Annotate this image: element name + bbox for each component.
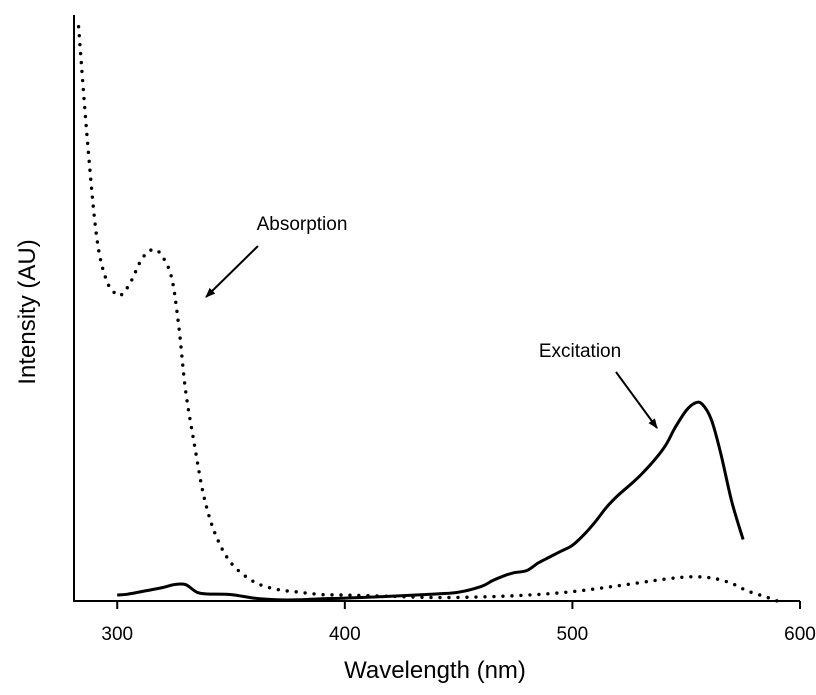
- annotation-label-absorption: Absorption: [257, 214, 348, 235]
- annotations: Absorption Excitation: [205, 214, 658, 429]
- axes: 300 400 500 600: [73, 15, 816, 645]
- x-tick-label: 600: [784, 624, 816, 645]
- annotation-label-excitation: Excitation: [539, 341, 621, 362]
- x-axis-title: Wavelength (nm): [344, 657, 526, 684]
- x-tick-label: 300: [101, 624, 133, 645]
- annotation-arrow-excitation: [615, 371, 658, 429]
- x-tick-label: 500: [557, 624, 589, 645]
- plot-area: [76, 25, 779, 603]
- series-line-absorption: [76, 25, 779, 603]
- series-line-excitation: [117, 400, 745, 602]
- y-axis-title: Intensity (AU): [14, 239, 41, 384]
- x-tick-label: 400: [329, 624, 361, 645]
- annotation-arrow-absorption: [205, 245, 259, 298]
